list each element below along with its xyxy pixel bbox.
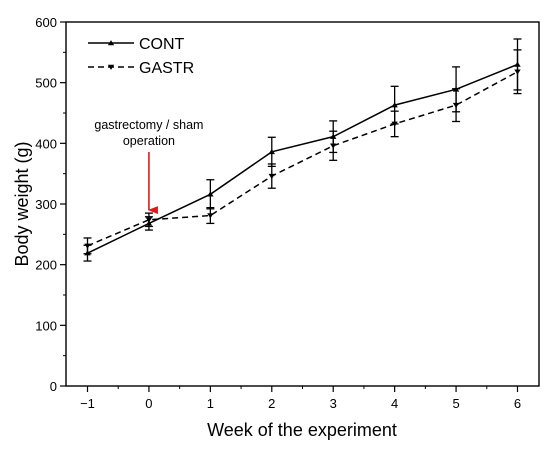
data-point bbox=[207, 213, 214, 219]
data-point bbox=[330, 143, 337, 149]
y-tick-label: 0 bbox=[50, 379, 57, 394]
annotation-text: gastrectomy / sham bbox=[94, 118, 203, 132]
series-line bbox=[87, 63, 518, 254]
y-tick-label: 600 bbox=[35, 15, 57, 30]
x-tick-label: 6 bbox=[514, 396, 521, 411]
y-tick-label: 400 bbox=[35, 136, 57, 151]
data-point bbox=[268, 173, 275, 179]
data-point bbox=[84, 243, 91, 249]
legend-label: GASTR bbox=[139, 60, 194, 77]
annotation-text: operation bbox=[123, 134, 175, 148]
x-tick-label: −1 bbox=[80, 396, 95, 411]
y-tick-label: 500 bbox=[35, 76, 57, 91]
x-tick-label: 0 bbox=[145, 396, 152, 411]
data-point bbox=[268, 148, 275, 155]
series-layer bbox=[83, 38, 522, 262]
data-point bbox=[452, 102, 460, 108]
annotation-layer: gastrectomy / sham operation bbox=[94, 118, 203, 215]
legend-marker bbox=[107, 64, 115, 70]
y-tick-label: 200 bbox=[35, 258, 57, 273]
data-point bbox=[514, 69, 521, 75]
series-gastr bbox=[83, 49, 522, 255]
legend-marker bbox=[107, 40, 115, 46]
x-tick-label: 1 bbox=[207, 396, 214, 411]
axis-ticks: −1 0 1 2 3 4 5 6 0 100 200 300 400 500 600 bbox=[35, 15, 521, 411]
data-point bbox=[391, 102, 398, 108]
legend-label: CONT bbox=[139, 36, 185, 53]
x-tick-label: 2 bbox=[268, 396, 275, 411]
y-axis-label: Body weight (g) bbox=[12, 141, 32, 266]
x-tick-label: 3 bbox=[330, 396, 337, 411]
data-point bbox=[207, 191, 214, 197]
legend: CONT GASTR bbox=[88, 36, 194, 77]
y-tick-label: 300 bbox=[35, 197, 57, 212]
x-tick-label: 5 bbox=[452, 396, 459, 411]
series-line bbox=[87, 71, 518, 247]
y-tick-label: 100 bbox=[35, 318, 57, 333]
data-point bbox=[145, 217, 153, 223]
x-axis-label: Week of the experiment bbox=[207, 420, 397, 440]
x-tick-label: 4 bbox=[391, 396, 398, 411]
data-point bbox=[391, 121, 398, 127]
plot-frame bbox=[65, 21, 540, 387]
